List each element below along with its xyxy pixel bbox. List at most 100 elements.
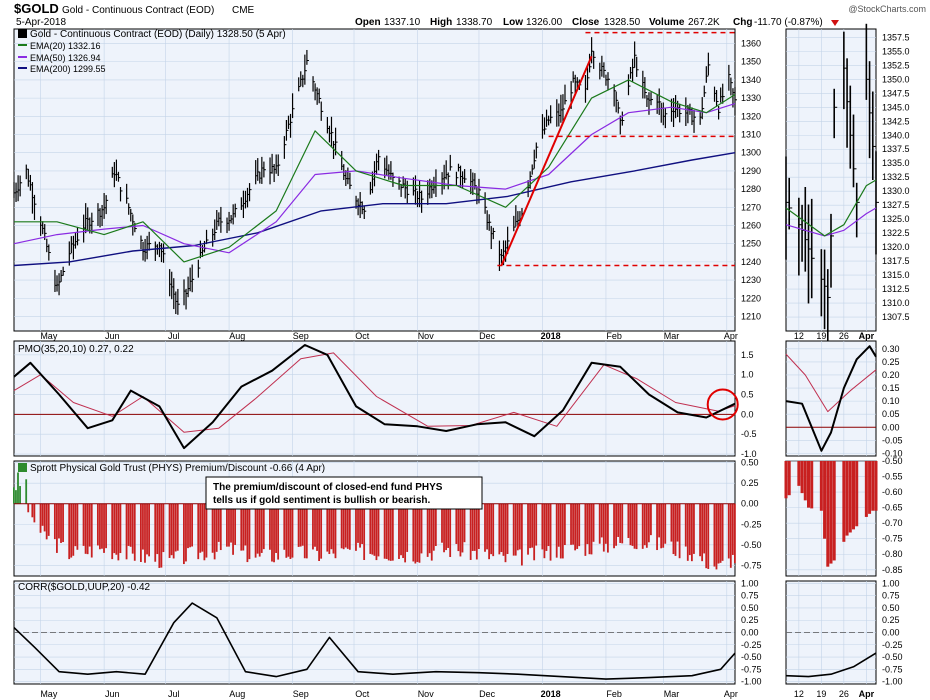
phys-bar [457, 503, 460, 552]
phys-bar [72, 503, 75, 556]
phys-bar [86, 503, 89, 555]
zoom-phys-bar [784, 461, 788, 499]
phys-bar [387, 503, 390, 561]
phys-bar [563, 503, 566, 546]
y-tick-label: -0.80 [882, 549, 903, 559]
phys-bar [183, 503, 185, 565]
low-value: 1326.00 [526, 17, 563, 28]
zoom-x-tick-label: 19 [816, 331, 826, 341]
phys-bar [174, 503, 177, 552]
phys-bar [549, 503, 552, 561]
phys-bar [402, 503, 404, 559]
y-tick-label: -0.65 [882, 503, 903, 513]
phys-bar [105, 503, 107, 549]
phys-bar [142, 503, 144, 550]
ema50-legend: EMA(50) 1326.94 [30, 53, 101, 63]
phys-bar [215, 503, 218, 552]
phys-bar [527, 503, 529, 555]
phys-bar [158, 503, 161, 568]
phys-bar [420, 503, 423, 554]
phys-bar [316, 503, 318, 551]
y-tick-label: 0.05 [882, 409, 900, 419]
phys-bar [607, 503, 609, 553]
y-tick-label: -0.25 [741, 640, 762, 650]
phys-bar [385, 503, 388, 559]
zoom-phys-bar [800, 461, 804, 494]
y-tick-label: -0.10 [882, 448, 903, 458]
x-tick-label: Apr [724, 689, 738, 699]
y-tick-label: 0.50 [882, 603, 900, 613]
phys-bar [516, 503, 519, 551]
contract-name: Gold - Continuous Contract (EOD) [62, 5, 214, 16]
phys-bar [441, 503, 443, 543]
phys-bar [734, 503, 736, 564]
y-tick-label: 1347.5 [882, 88, 910, 98]
x-tick-label: Sep [293, 331, 309, 341]
phys-bar [297, 503, 300, 547]
x-tick-label: Jun [105, 331, 120, 341]
phys-bar [676, 503, 679, 542]
y-tick-label: 0.00 [741, 499, 759, 509]
phys-bar [545, 503, 548, 551]
phys-bar [617, 503, 620, 537]
zoom-x-tick-label: 26 [839, 331, 849, 341]
phys-bar [168, 503, 171, 558]
phys-bar [320, 503, 323, 559]
y-tick-label: -1.0 [741, 449, 757, 459]
phys-bar [693, 503, 695, 554]
phys-bar [76, 503, 79, 550]
phys-bar [27, 503, 30, 513]
y-tick-label: 0.75 [741, 591, 759, 601]
zoom-phys-bar [803, 461, 807, 501]
pmo-panel-title: PMO(35,20,10) 0.27, 0.22 [18, 344, 134, 355]
zoom-phys-bar [874, 461, 878, 511]
main-panels [13, 28, 739, 685]
pmo-crossover-circle [706, 388, 739, 421]
phys-bar [131, 503, 134, 554]
phys-bar [185, 503, 187, 562]
zoom-phys-bar [829, 461, 833, 564]
phys-bar [455, 503, 458, 544]
phys-bar [398, 503, 400, 559]
y-tick-label: -0.75 [882, 664, 903, 674]
phys-bar [500, 503, 503, 553]
phys-bar [305, 503, 308, 559]
phys-bar [301, 503, 304, 546]
y-tick-label: 1330.0 [882, 186, 910, 196]
phys-bar [248, 503, 251, 560]
phys-bar [729, 503, 732, 568]
phys-bar [449, 503, 452, 558]
phys-bar [291, 503, 294, 558]
ema50-line [13, 103, 736, 254]
phys-bar [115, 503, 118, 555]
phys-bar [598, 503, 601, 544]
phys-bar [588, 503, 591, 555]
x-tick-label: Aug [229, 689, 245, 699]
y-tick-label: -0.75 [741, 664, 762, 674]
phys-bar [383, 503, 386, 559]
phys-bar [498, 503, 501, 555]
phys-bar [146, 503, 148, 555]
y-tick-label: 1350.0 [882, 74, 910, 84]
close-label: Close [572, 17, 600, 28]
x-tick-label: May [40, 331, 58, 341]
phys-bar [506, 503, 509, 555]
phys-bar [645, 503, 648, 548]
phys-bar [643, 503, 646, 546]
x-tick-label: 2018 [541, 331, 561, 341]
phys-bar [275, 503, 277, 553]
zoom-x-tick-label: Apr [859, 331, 875, 341]
zoom-phys-bar [832, 461, 836, 561]
corr-line [13, 602, 736, 680]
phys-bar [273, 503, 275, 563]
phys-bars [13, 472, 736, 570]
phys-bar [119, 503, 122, 554]
phys-bar [445, 503, 447, 551]
phys-bar [176, 503, 179, 551]
zoom-pmo-line [785, 345, 877, 452]
x-tick-label: Mar [664, 689, 680, 699]
phys-bar [68, 503, 71, 560]
zoom-phys-bar [864, 461, 868, 517]
phys-bar [416, 503, 419, 562]
phys-bar [58, 503, 60, 539]
